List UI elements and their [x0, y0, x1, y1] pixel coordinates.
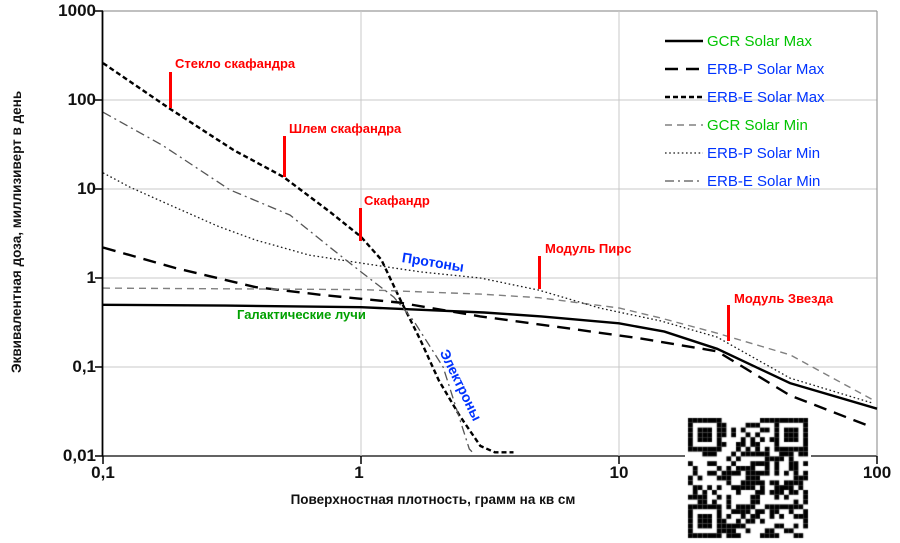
legend-line-gcr-solar-min-icon — [665, 124, 703, 126]
legend-item: GCR Solar Max — [664, 27, 869, 55]
legend-item: ERB-E Solar Max — [664, 83, 869, 111]
legend-line-erb-p-solar-max-icon — [665, 67, 703, 71]
y-tick-label: 10 — [77, 179, 96, 198]
callout-pointer-line — [283, 136, 286, 177]
y-tick-label: 1000 — [58, 1, 96, 20]
callout-pointer-line — [538, 256, 541, 289]
legend-label: ERB-E Solar Min — [707, 172, 821, 190]
legend-label: GCR Solar Max — [707, 32, 813, 50]
callout-pointer-line — [359, 208, 362, 241]
y-tick-label: 0,01 — [62, 446, 96, 465]
x-tick-label: 1 — [354, 463, 364, 482]
series-gcr-solar-max — [102, 303, 878, 410]
annotation-suit-helmet: Шлем скафандра — [289, 121, 402, 136]
x-tick-label: 100 — [862, 463, 892, 482]
legend-label: ERB-E Solar Max — [707, 88, 825, 106]
annotation-spacesuit: Скафандр — [364, 193, 430, 208]
legend-label: ERB-P Solar Min — [707, 144, 821, 162]
series-erb-e-solar-max — [102, 62, 514, 454]
legend-label: ERB-P Solar Max — [707, 60, 825, 78]
qr-code — [685, 415, 811, 541]
series-gcr-solar-min — [102, 287, 877, 403]
x-axis-title: Поверхностная плотность, грамм на кв см — [290, 492, 576, 507]
x-tick-label: 10 — [609, 463, 629, 482]
legend-item: ERB-P Solar Max — [664, 55, 869, 83]
legend-item: ERB-E Solar Min — [664, 167, 869, 195]
annotation-zvezda-module: Модуль Звезда — [734, 291, 834, 306]
legend-label: GCR Solar Min — [707, 116, 808, 134]
legend-line-gcr-solar-max-icon — [665, 39, 703, 43]
series-erb-e-solar-min — [102, 111, 475, 455]
legend-line-erb-p-solar-min-icon — [665, 152, 703, 154]
callout-pointer-line — [169, 72, 172, 108]
series-erb-p-solar-max — [102, 246, 873, 429]
legend-line-erb-e-solar-min-icon — [665, 180, 703, 182]
legend-line-erb-e-solar-max-icon — [665, 95, 703, 99]
y-tick-label: 0,1 — [72, 357, 96, 376]
x-tick-label: 0,1 — [91, 463, 115, 482]
y-tick-label: 100 — [67, 90, 96, 109]
annotation-galactic-rays: Галактические лучи — [237, 307, 366, 322]
y-axis-title: Эквивалентная доза, миллизиверт в день — [9, 90, 24, 373]
y-tick-label: 1 — [86, 268, 96, 287]
legend-item: ERB-P Solar Min — [664, 139, 869, 167]
legend: GCR Solar Max ERB-P Solar Max ERB-E Sola… — [664, 27, 869, 195]
annotation-suit-glass: Стекло скафандра — [175, 56, 296, 71]
callout-pointer-line — [727, 305, 730, 341]
annotation-pirs-module: Модуль Пирс — [545, 241, 632, 256]
legend-item: GCR Solar Min — [664, 111, 869, 139]
